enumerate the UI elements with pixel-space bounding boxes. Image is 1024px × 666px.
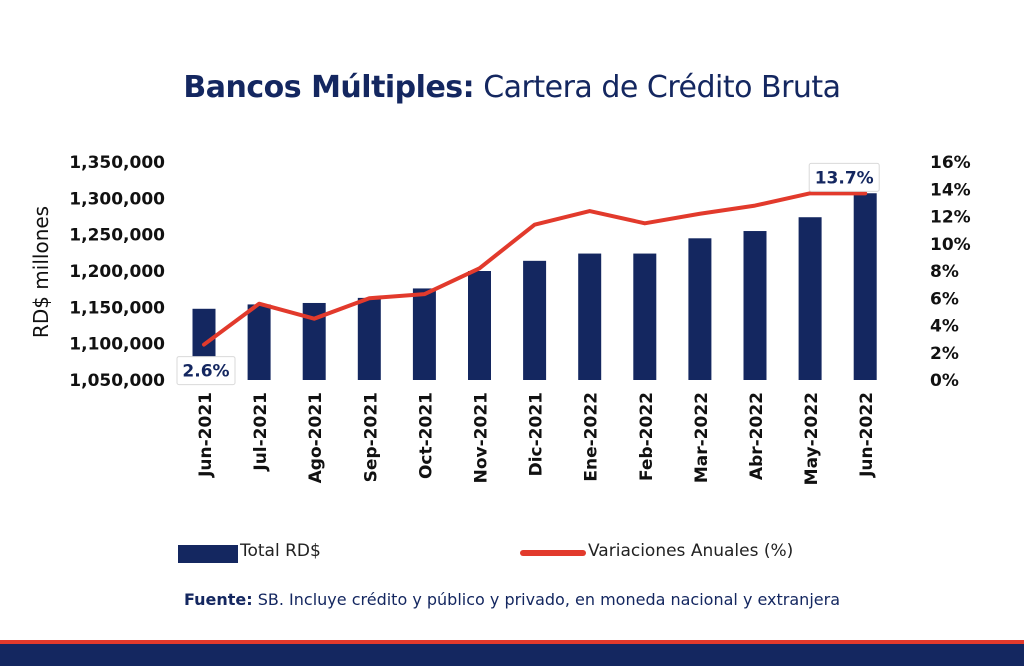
y-left-tick-label: 1,200,000: [69, 262, 165, 282]
x-tick-label: Jun-2022: [857, 392, 877, 478]
bar: [633, 253, 657, 380]
bar: [743, 231, 767, 380]
x-tick-label: May-2022: [802, 392, 822, 485]
y-right-tick-label: 12%: [930, 208, 971, 228]
y-right-tick-label: 16%: [930, 153, 971, 173]
x-tick-label: Ene-2022: [582, 392, 602, 482]
data-label-box: [808, 162, 880, 192]
source-note: Fuente: SB. Incluye crédito y público y …: [0, 590, 1024, 609]
bar: [523, 260, 547, 380]
x-tick-label: Sep-2021: [361, 392, 381, 482]
bar: [468, 271, 491, 380]
x-tick-label: Jun-2021: [196, 392, 216, 478]
x-tick-label: Dic-2021: [527, 392, 547, 476]
legend-line-label: Variaciones Anuales (%): [588, 541, 794, 561]
combo-chart: 1,050,000 1,100,000 1,150,000 1,200,000 1,25…: [29, 153, 971, 485]
x-tick-label: Ago-2021: [306, 392, 326, 483]
x-tick-label: Oct-2021: [416, 392, 436, 479]
source-bold: Fuente:: [183, 590, 253, 609]
bar: [247, 304, 271, 380]
bar: [412, 288, 436, 380]
x-tick-label: Abr-2022: [747, 392, 767, 480]
x-tick-label: Feb-2022: [637, 392, 657, 481]
data-label: 13.7%: [815, 168, 874, 188]
y-axis-title: RD$ millones: [29, 206, 53, 338]
bar: [357, 297, 381, 380]
y-left-tick-label: 1,100,000: [69, 335, 165, 355]
source-rest: SB. Incluye crédito y público y privado,…: [257, 590, 840, 609]
footer-navy-band: [0, 644, 1024, 666]
x-tick-label: Nov-2021: [472, 392, 492, 483]
y-right-tick-label: 10%: [930, 235, 971, 255]
data-label-box: [176, 356, 236, 386]
bar: [578, 253, 602, 380]
y-right-tick-label: 2%: [930, 344, 959, 364]
title-rest: Cartera de Crédito Bruta: [483, 70, 841, 105]
chart-title: Bancos Múltiples: Cartera de Crédito Bru…: [0, 70, 1024, 105]
line-series: [202, 191, 868, 347]
bar: [688, 238, 712, 380]
y-left-tick-label: 1,300,000: [69, 189, 165, 209]
y-left-tick-label: 1,350,000: [69, 153, 165, 173]
y-left-tick-label: 1,150,000: [69, 298, 165, 318]
bar: [798, 217, 822, 380]
legend-bar-label: Total RD$: [240, 541, 321, 561]
y-left-tick-label: 1,050,000: [69, 371, 165, 391]
y-right-tick-label: 0%: [930, 371, 959, 391]
footer-red-stripe: [0, 640, 1024, 644]
bar: [302, 302, 326, 380]
y-left-tick-label: 1,250,000: [69, 226, 165, 246]
legend-line-swatch: [520, 550, 586, 556]
data-label: 2.6%: [182, 362, 229, 382]
title-bold: Bancos Múltiples:: [183, 70, 475, 105]
bar: [853, 193, 877, 380]
x-tick-label: Mar-2022: [692, 392, 712, 483]
y-right-tick-label: 14%: [930, 180, 971, 200]
legend-bar-swatch: [178, 545, 238, 563]
y-right-tick-label: 8%: [930, 262, 959, 282]
y-right-tick-label: 6%: [930, 289, 959, 309]
y-right-tick-label: 4%: [930, 317, 959, 337]
x-tick-label: Jul-2021: [251, 392, 271, 472]
